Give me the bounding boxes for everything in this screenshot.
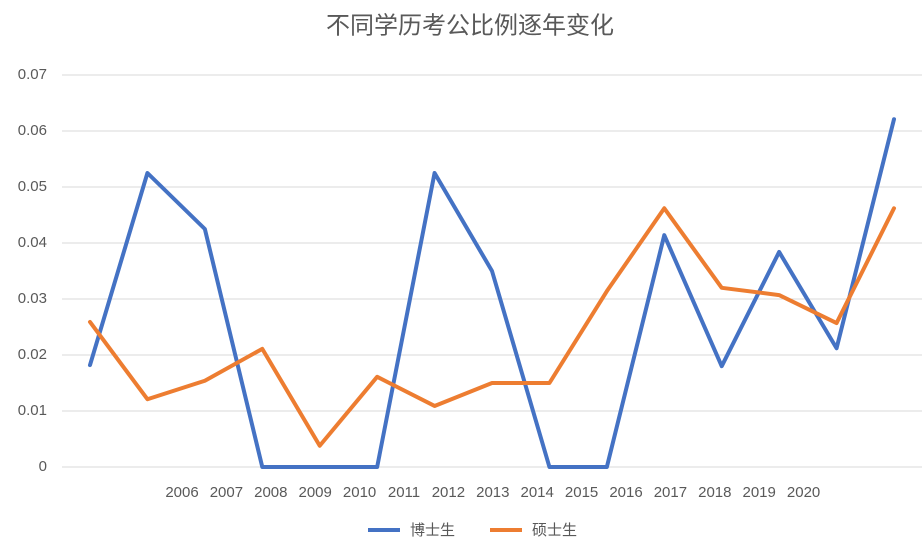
x-tick-label: 2012 [432, 484, 465, 501]
y-tick-label: 0.02 [18, 346, 47, 363]
line-series [88, 117, 896, 469]
legend-label: 博士生 [410, 522, 455, 539]
y-tick-label: 0.06 [18, 122, 47, 139]
x-tick-label: 2010 [343, 484, 376, 501]
x-tick-label: 2019 [743, 484, 776, 501]
x-tick-label: 2017 [654, 484, 687, 501]
y-tick-label: 0.01 [18, 402, 47, 419]
x-tick-label: 2007 [210, 484, 243, 501]
x-tick-label: 2018 [698, 484, 731, 501]
x-tick-label: 2015 [565, 484, 598, 501]
x-tick-label: 2006 [165, 484, 198, 501]
x-tick-label: 2013 [476, 484, 509, 501]
x-tick-label: 2020 [787, 484, 820, 501]
x-tick-label: 2011 [388, 484, 420, 501]
y-tick-label: 0.07 [18, 66, 47, 83]
x-tick-label: 2014 [521, 484, 554, 501]
x-tick-label: 2008 [254, 484, 287, 501]
chart-title: 不同学历考公比例逐年变化 [326, 12, 614, 39]
legend-label: 硕士生 [532, 522, 577, 539]
y-tick-label: 0.04 [18, 234, 47, 251]
y-tick-label: 0 [39, 458, 47, 475]
x-tick-label: 2016 [609, 484, 642, 501]
x-tick-label: 2009 [299, 484, 332, 501]
y-tick-label: 0.03 [18, 290, 47, 307]
line-series [88, 206, 896, 448]
y-tick-label: 0.05 [18, 178, 47, 195]
